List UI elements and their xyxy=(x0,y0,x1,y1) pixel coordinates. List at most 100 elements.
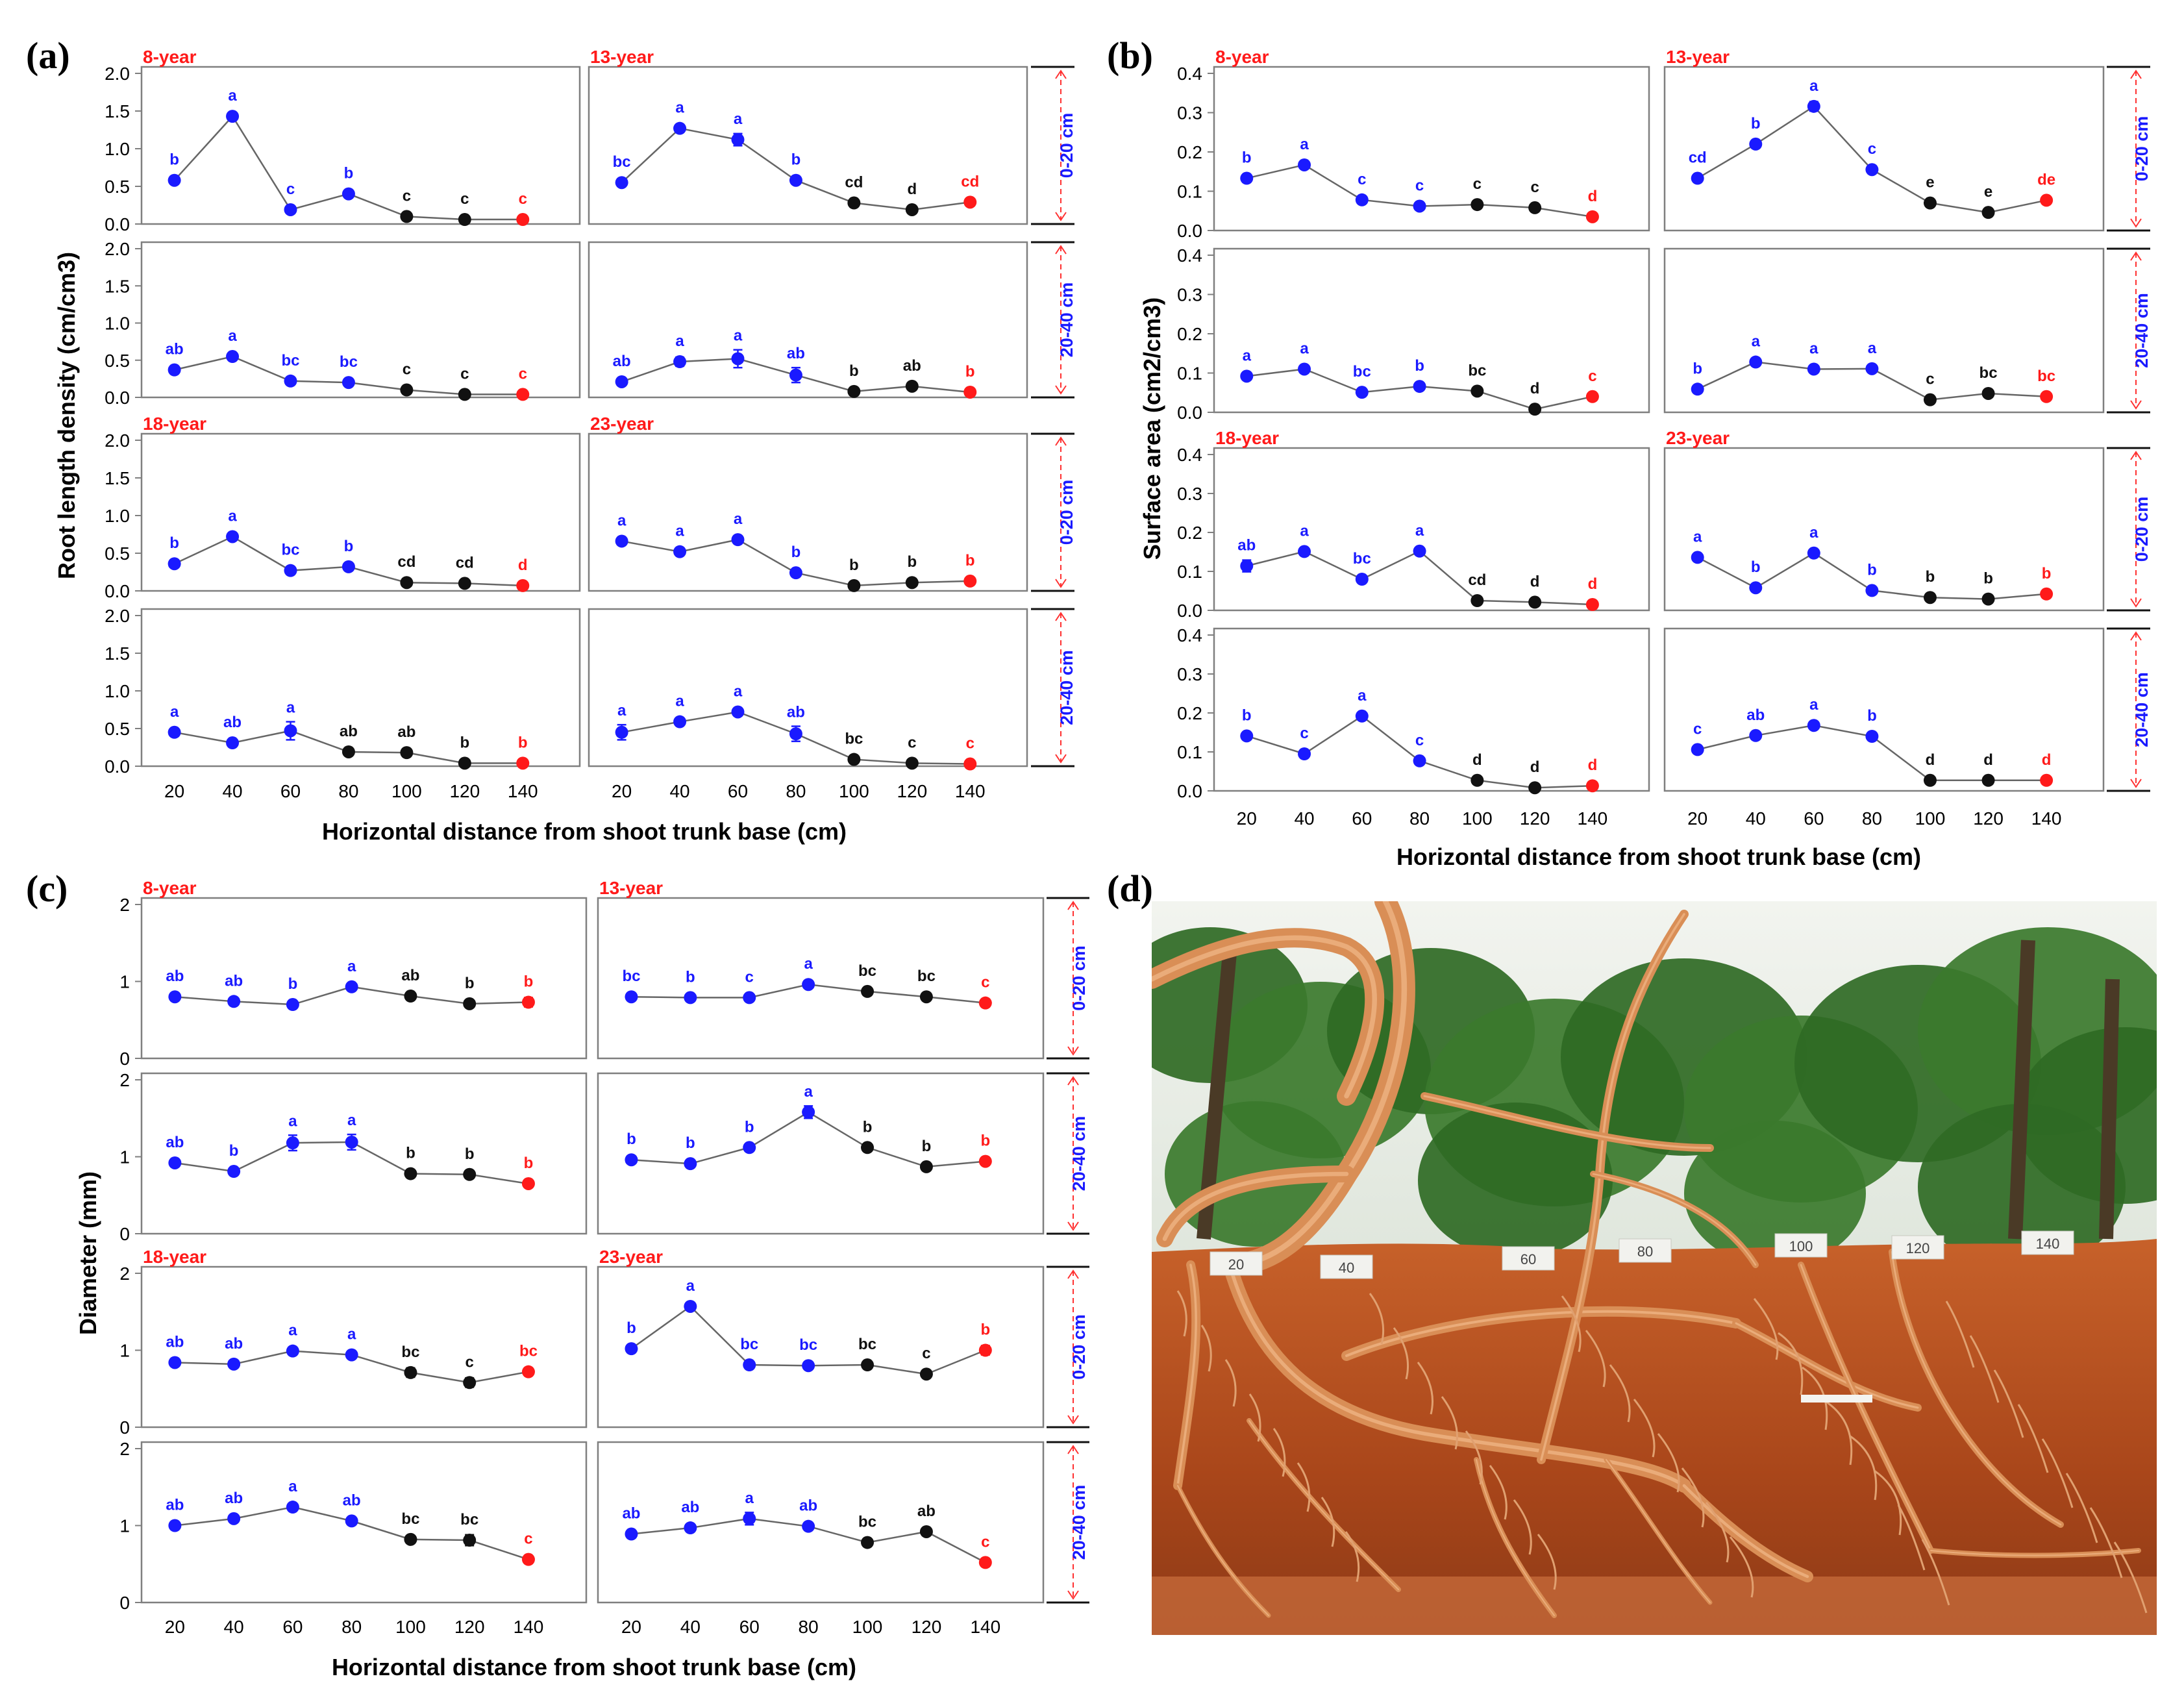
subplot-frame xyxy=(588,66,1028,225)
data-point xyxy=(731,133,745,147)
rootlet xyxy=(1969,1335,2000,1403)
y-tick-label: 2.0 xyxy=(105,430,130,451)
x-tick-label: 80 xyxy=(799,1617,819,1637)
data-point xyxy=(341,560,355,573)
significance-letter: ab xyxy=(613,353,631,370)
significance-letter: ab xyxy=(1746,706,1765,724)
depth-bracket: 0-20 cm xyxy=(1047,1266,1095,1428)
significance-letter: a xyxy=(347,1112,356,1129)
depth-label: 20-40 cm xyxy=(1069,1116,1089,1191)
data-point xyxy=(963,757,977,771)
root-highlight xyxy=(1592,1173,1757,1266)
data-point xyxy=(861,1358,875,1372)
significance-letter: bc xyxy=(845,730,863,748)
bracket-arrow-up xyxy=(1067,901,1079,910)
data-point xyxy=(1923,393,1937,406)
subplot-frame xyxy=(140,1072,588,1235)
subplot-8-year-0-20cm: 0 1 2 8-year ab ab b a ab b b xyxy=(119,878,588,1069)
y-tick-label: 1 xyxy=(119,1516,130,1536)
significance-letter: c xyxy=(403,187,411,205)
data-point xyxy=(463,1167,477,1181)
significance-letter: ab xyxy=(681,1499,699,1516)
rootlet xyxy=(1200,1325,1212,1372)
x-tick-label: 120 xyxy=(454,1617,485,1637)
x-tick-label: 40 xyxy=(1746,808,1766,829)
data-point xyxy=(341,376,355,390)
y-tick-label: 2 xyxy=(119,895,130,915)
data-point xyxy=(1691,551,1704,564)
significance-letter: ab xyxy=(166,967,184,985)
data-point xyxy=(1981,773,1995,787)
significance-letter: b xyxy=(344,538,354,555)
data-point xyxy=(847,579,861,592)
data-point xyxy=(1807,719,1820,732)
root-highlight xyxy=(1228,1263,1686,1488)
y-tick-label: 0.4 xyxy=(1177,245,1202,266)
data-point xyxy=(905,576,919,590)
subplot-23-year-0-20cm: 23-year a b a b b b b xyxy=(1663,428,2105,612)
significance-letter: c xyxy=(1693,720,1702,738)
significance-letter: bc xyxy=(1353,550,1371,567)
y-tick-label: 1 xyxy=(119,1341,130,1361)
data-point xyxy=(463,1534,477,1547)
root-highlight xyxy=(1248,1420,1399,1590)
root-highlight xyxy=(1800,1264,1932,1552)
data-point xyxy=(789,173,802,187)
data-point xyxy=(1807,362,1820,376)
panel-letter: (b) xyxy=(1107,34,1153,77)
subplot-8-year-20-40cm: 0.0 0.5 1.0 1.5 2.0 ab a bc bc c c c xyxy=(105,239,581,408)
data-point xyxy=(1240,369,1254,383)
y-tick-label: 0 xyxy=(119,1417,130,1438)
data-point xyxy=(458,388,471,401)
age-label: 13-year xyxy=(599,878,663,898)
subplot-frame xyxy=(1663,627,2105,792)
subplot-frame xyxy=(1213,447,1650,612)
y-tick-label: 0 xyxy=(119,1224,130,1244)
data-point xyxy=(400,383,414,397)
bracket-arrow-down xyxy=(1055,212,1067,221)
bracket-arrow-down xyxy=(1067,1415,1079,1425)
data-point xyxy=(1691,382,1704,396)
data-point xyxy=(1807,99,1820,113)
depth-bracket: 0-20 cm xyxy=(1031,432,1083,592)
y-tick-label: 0.0 xyxy=(1177,601,1202,621)
rootlet xyxy=(1802,1366,1828,1430)
data-point xyxy=(731,352,745,366)
significance-letter: a xyxy=(286,699,295,717)
stake-label: 100 xyxy=(1789,1238,1813,1254)
bracket-label-bg xyxy=(1062,647,1083,728)
subplot-18-year-0-20cm: 0.0 0.1 0.2 0.3 0.4 18-year ab a bc a cd d d xyxy=(1177,428,1650,621)
significance-letter: b xyxy=(460,734,469,751)
age-label: 23-year xyxy=(590,414,654,434)
x-tick-label: 100 xyxy=(839,781,869,801)
rootlet xyxy=(2017,1404,2049,1473)
depth-label: 20-40 cm xyxy=(1057,282,1076,358)
root-highlight xyxy=(1891,1251,2062,1526)
data-point xyxy=(521,1177,535,1190)
subplot-frame xyxy=(588,608,1028,767)
subplot-frame xyxy=(140,66,581,225)
significance-letter: a xyxy=(804,1083,813,1101)
y-tick-label: 0.5 xyxy=(105,177,130,197)
subplot-frame xyxy=(140,1266,588,1428)
data-point xyxy=(168,173,181,187)
y-tick-label: 0.2 xyxy=(1177,523,1202,543)
data-point xyxy=(615,725,628,739)
significance-letter: a xyxy=(347,958,356,975)
age-label: 8-year xyxy=(143,878,197,898)
root-highlight xyxy=(1682,1484,1809,1578)
data-point xyxy=(404,1366,417,1379)
x-tick-label: 20 xyxy=(164,781,184,801)
significance-letter: c xyxy=(745,968,754,986)
x-tick-label: 140 xyxy=(955,781,986,801)
subplot-frame xyxy=(1663,447,2105,612)
significance-letter: b xyxy=(980,1321,990,1339)
significance-letter: b xyxy=(1867,707,1877,725)
x-tick-label: 60 xyxy=(280,781,301,801)
depth-label: 20-40 cm xyxy=(1069,1485,1089,1560)
data-point xyxy=(521,1365,535,1378)
panel-c: (c) Diameter (mm) Horizontal distance from… xyxy=(26,867,1095,1680)
y-axis-label: Surface area (cm2/cm3) xyxy=(1139,297,1165,560)
significance-letter: b xyxy=(1751,115,1761,132)
x-tick-label: 20 xyxy=(1687,808,1707,829)
